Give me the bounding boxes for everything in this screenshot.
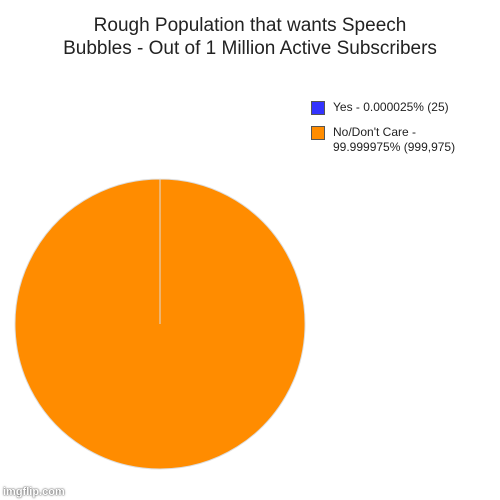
watermark: imgflip.com <box>3 486 65 498</box>
legend-item-yes: Yes - 0.000025% (25) <box>311 100 500 115</box>
chart-title-line-2: Bubbles - Out of 1 Million Active Subscr… <box>63 38 437 59</box>
legend-swatch-no <box>311 126 325 140</box>
legend-item-no: No/Don't Care - 99.999975% (999,975) <box>311 125 500 155</box>
legend-label-no-line-2: 99.999975% (999,975) <box>333 140 456 154</box>
chart-title-line-1: Rough Population that wants Speech <box>93 15 407 36</box>
pie-slice-no <box>14 178 306 470</box>
legend-label-yes: Yes - 0.000025% (25) <box>333 100 449 114</box>
legend-swatch-yes <box>311 101 325 115</box>
legend-label-no-line-1: No/Don't Care - <box>333 125 416 139</box>
chart-title: Rough Population that wants Speech Bubbl… <box>0 14 500 60</box>
legend: Yes - 0.000025% (25) No/Don't Care - 99.… <box>311 100 500 165</box>
